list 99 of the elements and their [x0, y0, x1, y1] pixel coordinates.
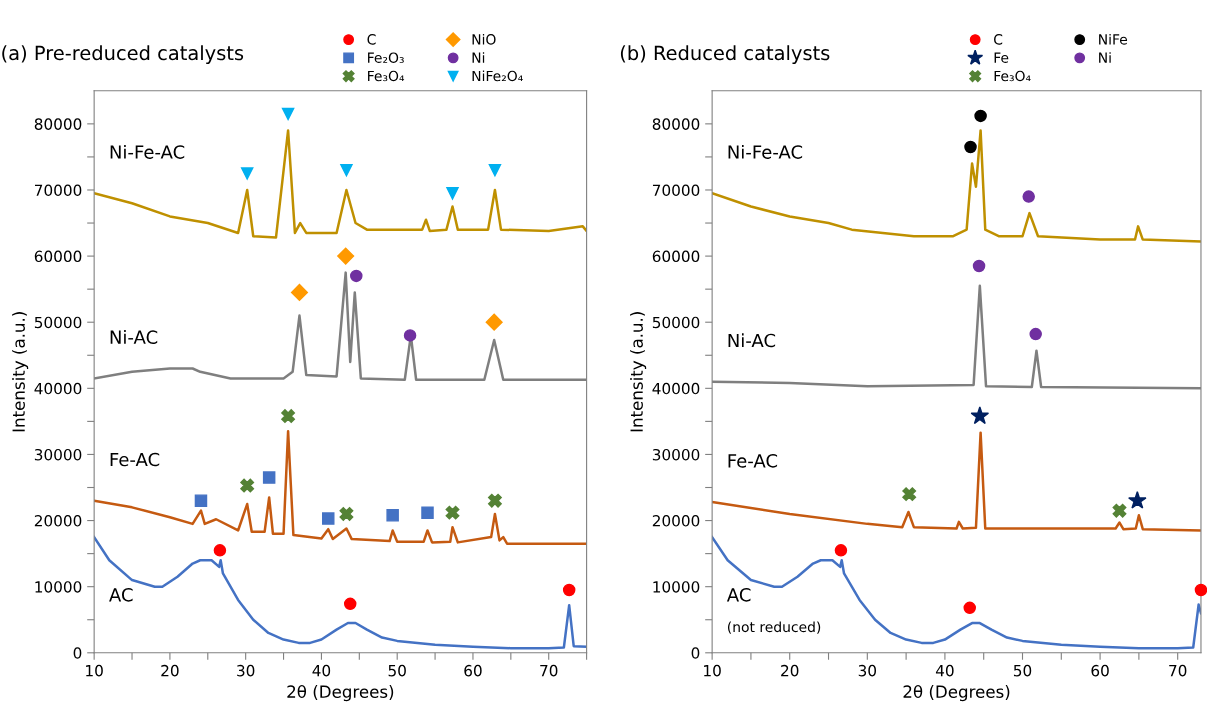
annotation: (not reduced) [727, 621, 821, 634]
legend-label: Fe [994, 52, 1009, 63]
point [340, 163, 353, 177]
y-tick-label: 10000 [35, 581, 82, 593]
text: Ni-Fe-AC [728, 144, 803, 159]
x-tick-label: 60 [1091, 664, 1109, 677]
point [970, 406, 990, 425]
point [343, 597, 357, 611]
point [290, 283, 309, 302]
legend-label: NiO [472, 33, 496, 45]
point [1029, 327, 1042, 341]
y-tick-label: 80000 [652, 118, 700, 130]
line-series [94, 129, 587, 239]
legend-label: Ni [1099, 52, 1111, 63]
legend-label: NiFe₂O₄ [472, 70, 523, 82]
legend-label: C [367, 34, 376, 45]
y-tick-label: 0 [691, 647, 700, 659]
point [488, 163, 502, 177]
y-tick-label: 30000 [34, 448, 82, 461]
legend-label: C [994, 34, 1003, 45]
point [1022, 190, 1035, 203]
line-series [94, 535, 587, 650]
x-tick-label: 70 [1169, 664, 1187, 677]
legend-label: Fe₃O₄ [994, 70, 1031, 82]
y-tick-label: 70000 [652, 184, 700, 196]
line-series [712, 431, 1201, 532]
point [240, 167, 254, 180]
line-series [712, 129, 1201, 243]
y-axis-title: Intensity (a.u.) [12, 312, 29, 432]
y-tick-label: 70000 [34, 184, 82, 196]
point [339, 507, 354, 521]
text: Fe-AC [110, 452, 160, 467]
series-label: AC [726, 587, 751, 602]
y-tick-label: 20000 [34, 515, 82, 527]
x-tick-label: 40 [312, 664, 331, 677]
y-tick-label: 20000 [652, 515, 700, 527]
x-tick-label: 70 [540, 664, 558, 677]
point [281, 107, 295, 121]
x-tick-label: 20 [781, 664, 799, 677]
chart-title: (b) Reduced catalysts [620, 45, 830, 65]
x-tick-label: 30 [858, 664, 877, 677]
point [972, 259, 986, 273]
point [213, 544, 227, 557]
text: Ni-Fe-AC [110, 144, 185, 159]
x-tick-label: 50 [388, 664, 406, 677]
y-tick-label: 0 [73, 647, 82, 659]
point [337, 247, 355, 265]
x-tick-label: 20 [161, 664, 179, 677]
point [902, 487, 917, 502]
point [834, 544, 848, 557]
line-series [712, 535, 1201, 650]
point [403, 329, 417, 342]
series-label: AC [109, 587, 133, 602]
point [963, 601, 976, 615]
chart-title: (a) Pre-reduced catalysts [2, 45, 244, 65]
y-tick-label: 50000 [34, 316, 82, 329]
legend-label: Ni [472, 52, 485, 63]
y-axis-title: Intensity (a.u.) [630, 312, 647, 432]
y-tick-label: 40000 [34, 382, 82, 395]
point [322, 512, 335, 525]
y-tick-label: 60000 [34, 250, 82, 263]
y-tick-label: 80000 [34, 118, 82, 130]
y-tick-label: 40000 [652, 382, 700, 395]
point [421, 506, 434, 519]
series-label: Ni-AC [110, 330, 158, 344]
x-tick-label: 40 [935, 664, 954, 677]
point [485, 313, 503, 331]
point [350, 269, 363, 283]
series-label: Ni-AC [728, 333, 776, 348]
point [964, 140, 977, 154]
point [1194, 583, 1207, 597]
y-tick-label: 30000 [652, 448, 700, 461]
point [281, 409, 296, 424]
point [562, 583, 576, 597]
point [445, 505, 460, 520]
legend-label: NiFe [1099, 33, 1128, 45]
text: Fe-AC [728, 453, 778, 468]
x-tick-label: 10 [704, 664, 721, 677]
point [1112, 503, 1127, 518]
y-tick-label: 50000 [652, 316, 700, 329]
point [1128, 491, 1147, 509]
x-tick-label: 30 [237, 664, 255, 677]
y-tick-label: 60000 [652, 250, 700, 263]
x-axis-title: 2θ (Degrees) [287, 684, 394, 702]
point [386, 509, 399, 522]
legend-label: Fe₂O₃ [368, 52, 404, 63]
point [240, 478, 255, 493]
x-tick-label: 60 [464, 664, 482, 677]
x-axis-title: 2θ (Degrees) [903, 684, 1010, 702]
point [446, 187, 459, 200]
x-tick-label: 50 [1013, 664, 1032, 677]
y-tick-label: 10000 [653, 581, 700, 593]
legend-label: Fe₃O₄ [368, 70, 405, 82]
point [262, 471, 276, 484]
point [974, 109, 987, 123]
point [487, 493, 502, 508]
line-series [94, 430, 587, 545]
point [194, 494, 208, 507]
x-tick-label: 10 [86, 664, 103, 677]
